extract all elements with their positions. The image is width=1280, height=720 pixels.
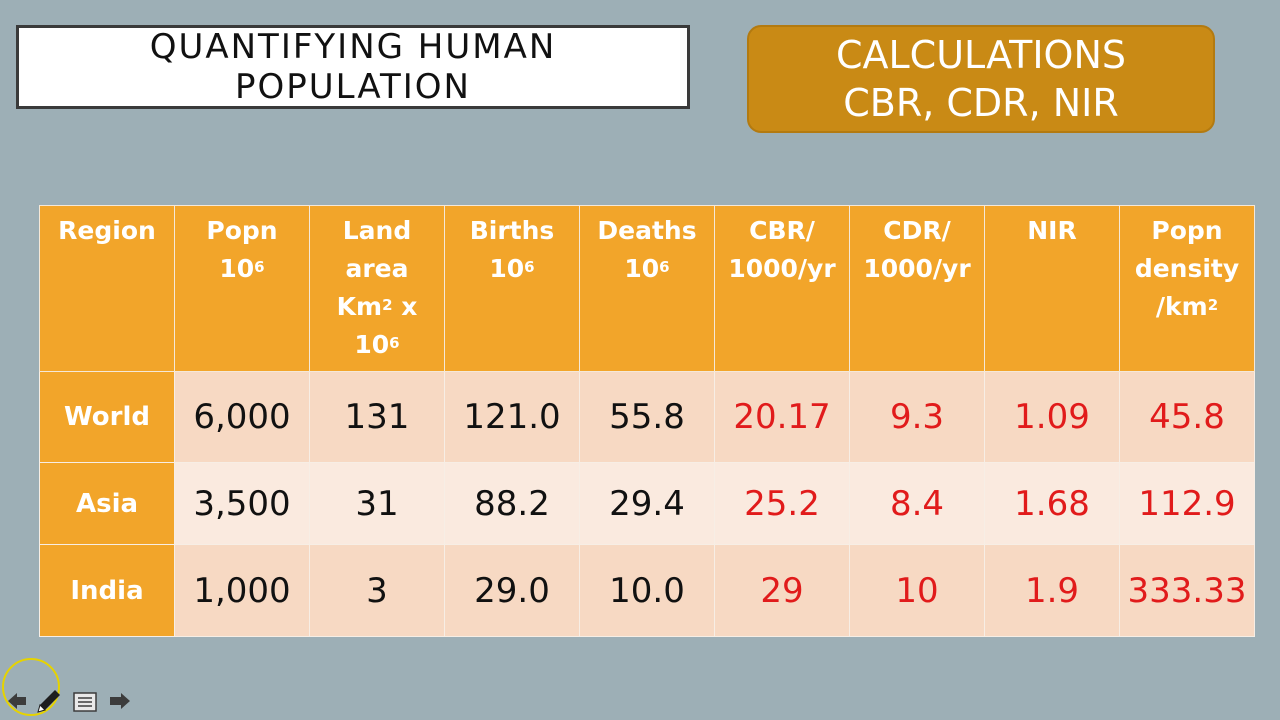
slide-title-box: QUANTIFYING HUMAN POPULATION (16, 25, 690, 109)
cell-births: 29.0 (444, 544, 580, 637)
header-region: Region (39, 205, 175, 372)
header-popn-density: Popn density /km2 (1119, 205, 1255, 372)
population-table: Region Popn 106 Land area Km2 x 106 Birt… (39, 205, 1255, 637)
cell-popn-density: 333.33 (1119, 544, 1255, 637)
calculations-box: CALCULATIONS CBR, CDR, NIR (747, 25, 1215, 133)
header-births: Births 106 (444, 205, 580, 372)
table-header-row: Region Popn 106 Land area Km2 x 106 Birt… (39, 205, 1255, 372)
cell-nir: 1.68 (984, 462, 1120, 545)
calculations-line2: CBR, CDR, NIR (843, 81, 1119, 125)
table-row: World 6,000 131 121.0 55.8 20.17 9.3 1.0… (39, 371, 1255, 463)
pointer-highlight-ring (2, 658, 60, 716)
header-land-area: Land area Km2 x 106 (309, 205, 445, 372)
cell-births: 121.0 (444, 371, 580, 463)
table-row: India 1,000 3 29.0 10.0 29 10 1.9 333.33 (39, 544, 1255, 637)
cell-cdr: 8.4 (849, 462, 985, 545)
cell-births: 88.2 (444, 462, 580, 545)
nav-back-button[interactable] (6, 690, 28, 712)
arrow-left-icon (8, 693, 26, 709)
header-cbr: CBR/ 1000/yr (714, 205, 850, 372)
cell-deaths: 55.8 (579, 371, 715, 463)
header-cdr: CDR/ 1000/yr (849, 205, 985, 372)
cell-cbr: 25.2 (714, 462, 850, 545)
header-nir: NIR (984, 205, 1120, 372)
arrow-right-icon (110, 693, 130, 709)
slide-menu-icon (73, 692, 97, 712)
cell-popn-density: 112.9 (1119, 462, 1255, 545)
cell-cdr: 9.3 (849, 371, 985, 463)
cell-popn: 3,500 (174, 462, 310, 545)
nav-forward-button[interactable] (108, 690, 132, 712)
cell-nir: 1.09 (984, 371, 1120, 463)
slide-title-line1: QUANTIFYING HUMAN (149, 27, 557, 67)
slide-menu-button[interactable] (73, 692, 97, 712)
cell-land-area: 131 (309, 371, 445, 463)
cell-popn-density: 45.8 (1119, 371, 1255, 463)
cell-cdr: 10 (849, 544, 985, 637)
cell-region: Asia (39, 462, 175, 545)
cell-cbr: 20.17 (714, 371, 850, 463)
pen-icon (37, 690, 60, 713)
slide-title-line2: POPULATION (235, 67, 471, 107)
cell-region: India (39, 544, 175, 637)
cell-popn: 6,000 (174, 371, 310, 463)
cell-region: World (39, 371, 175, 463)
header-deaths: Deaths 106 (579, 205, 715, 372)
cell-nir: 1.9 (984, 544, 1120, 637)
calculations-line1: CALCULATIONS (835, 33, 1126, 77)
cell-land-area: 3 (309, 544, 445, 637)
table-row: Asia 3,500 31 88.2 29.4 25.2 8.4 1.68 11… (39, 462, 1255, 545)
cell-land-area: 31 (309, 462, 445, 545)
pen-tool-button[interactable] (34, 686, 64, 716)
cell-cbr: 29 (714, 544, 850, 637)
header-popn: Popn 106 (174, 205, 310, 372)
cell-deaths: 10.0 (579, 544, 715, 637)
cell-deaths: 29.4 (579, 462, 715, 545)
cell-popn: 1,000 (174, 544, 310, 637)
